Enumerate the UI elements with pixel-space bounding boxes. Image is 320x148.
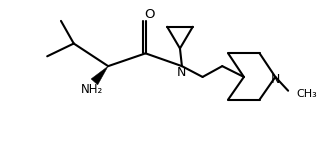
Text: N: N [177,66,187,79]
Polygon shape [91,66,108,85]
Text: CH₃: CH₃ [296,89,317,99]
Text: O: O [144,8,155,21]
Text: N: N [271,73,280,86]
Text: NH₂: NH₂ [81,83,104,96]
